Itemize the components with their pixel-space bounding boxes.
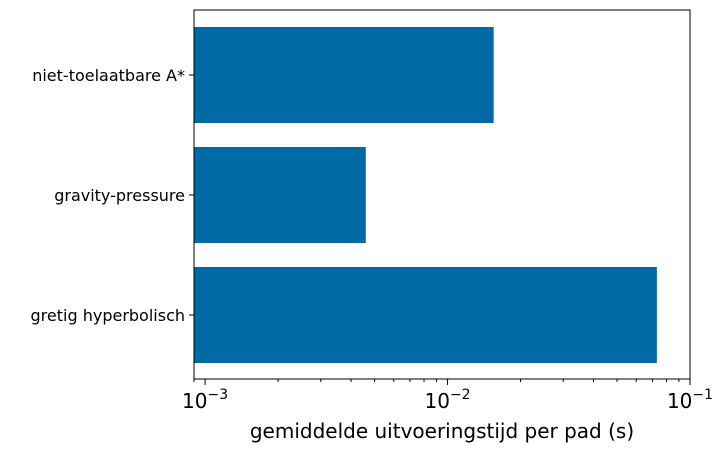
bar (194, 27, 494, 123)
y-tick-label: gravity-pressure (54, 186, 185, 205)
x-tick-label: 10−2 (425, 387, 471, 413)
bar (194, 267, 657, 363)
x-axis: 10−3 10−2 10−1 (182, 379, 713, 413)
x-axis-title: gemiddelde uitvoeringstijd per pad (s) (250, 419, 634, 443)
bar (194, 147, 366, 243)
x-tick-label: 10−1 (667, 387, 713, 413)
x-tick-label: 10−3 (182, 387, 228, 413)
y-axis: niet-toelaatbare A* gravity-pressure greti… (31, 66, 194, 325)
y-tick-label: niet-toelaatbare A* (32, 66, 185, 85)
bars-group (194, 27, 657, 363)
y-tick-label: gretig hyperbolisch (31, 306, 185, 325)
